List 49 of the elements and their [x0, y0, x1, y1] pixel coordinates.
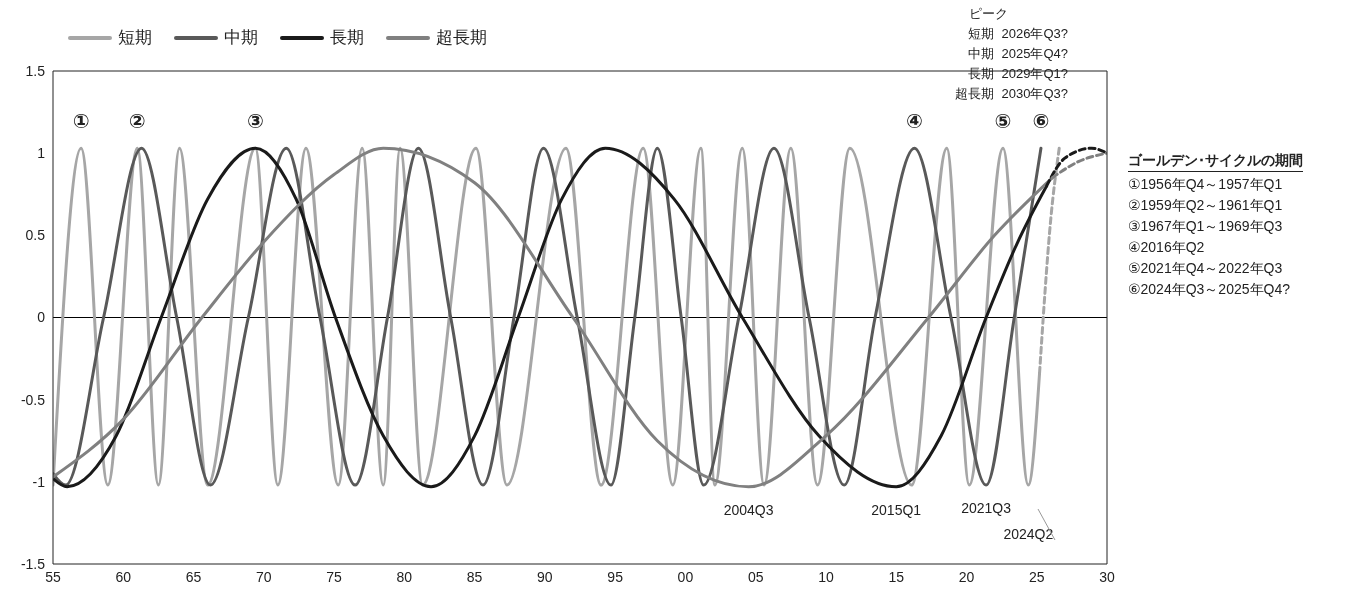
- text: 中期 2025年Q4?: [967, 45, 1068, 63]
- legend-label: 短期: [118, 27, 152, 49]
- annotation: ②: [128, 110, 146, 133]
- y-tick-label: 0.5: [25, 227, 46, 244]
- x-tick-label: 70: [256, 568, 272, 585]
- legend-label: 長期: [330, 27, 364, 49]
- text: ピーク: [967, 5, 1009, 23]
- text: ④2016年Q2: [1128, 238, 1206, 257]
- annotation: 2021Q3: [961, 500, 1012, 517]
- x-tick-label: 90: [537, 568, 553, 585]
- y-tick-label: 1: [37, 145, 46, 162]
- annotation: 超長期 2030年Q3?: [954, 85, 1068, 103]
- annotation: ⑤: [994, 110, 1012, 133]
- x-tick-label: 05: [747, 568, 764, 585]
- x-tick-label: 55: [45, 568, 61, 585]
- x-tick-label: 30: [1099, 568, 1115, 585]
- annotation: 2024Q2: [1003, 526, 1054, 543]
- annotation: ④: [906, 110, 923, 133]
- text: ③1967年Q1～1969年Q3: [1128, 217, 1284, 236]
- text: ⑥2024年Q3～2025年Q4?: [1128, 280, 1291, 299]
- annotation: ①: [72, 110, 90, 133]
- x-tick-label: 75: [326, 568, 343, 585]
- y-tick-label: -1: [32, 473, 46, 490]
- annotation: 2015Q1: [871, 501, 922, 518]
- legend-label: 中期: [224, 27, 258, 49]
- annotation: ⑥: [1032, 110, 1050, 133]
- x-tick-label: 25: [1028, 568, 1045, 585]
- x-tick-label: 85: [466, 568, 483, 585]
- x-tick-label: 20: [958, 568, 975, 585]
- y-tick-label: 0: [37, 309, 46, 326]
- x-tick-label: 00: [677, 568, 694, 585]
- x-tick-label: 60: [115, 568, 132, 585]
- x-tick-label: 15: [888, 568, 905, 585]
- legend-label: 超長期: [436, 27, 487, 49]
- text: ⑤2021年Q4～2022年Q3: [1128, 259, 1284, 278]
- text: ゴールデン･サイクルの期間: [1128, 150, 1303, 172]
- annotation: 2004Q3: [723, 501, 774, 518]
- annotation: 長期 2029年Q1?: [967, 65, 1068, 83]
- y-tick-label: 1.5: [25, 62, 46, 79]
- y-tick-label: -0.5: [20, 391, 46, 408]
- x-tick-label: 95: [607, 568, 624, 585]
- annotation: ③: [246, 110, 264, 133]
- x-tick-label: 65: [185, 568, 202, 585]
- x-tick-label: 10: [818, 568, 834, 585]
- y-tick-label: -1.5: [20, 555, 46, 572]
- x-tick-label: 80: [396, 568, 413, 585]
- text: ①1956年Q4～1957年Q1: [1128, 175, 1284, 194]
- text: ②1959年Q2～1961年Q1: [1128, 196, 1284, 215]
- text: 短期 2026年Q3?: [967, 25, 1068, 43]
